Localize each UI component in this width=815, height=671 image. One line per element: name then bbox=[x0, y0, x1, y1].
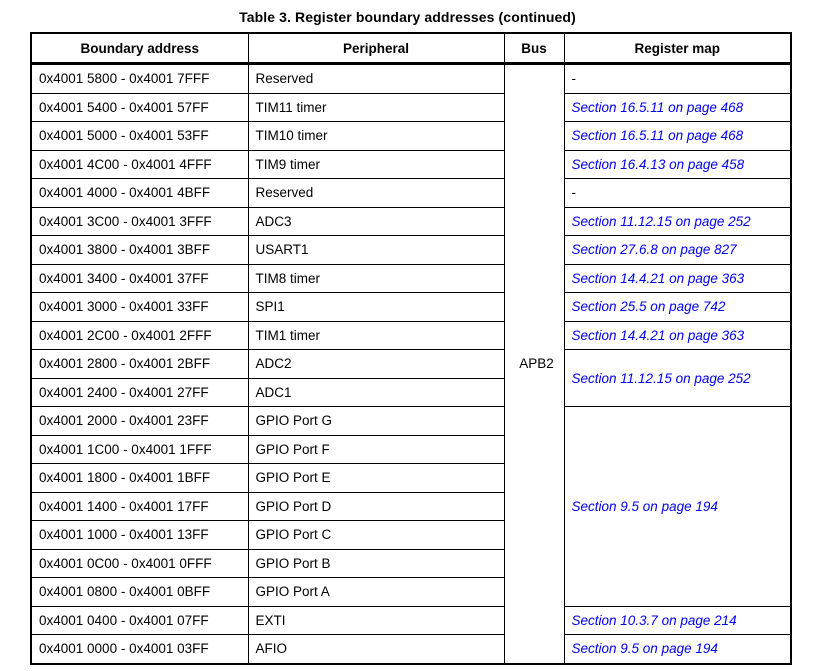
boundary-address-cell: 0x4001 4C00 - 0x4001 4FFF bbox=[30, 149, 249, 179]
header-boundary-address: Boundary address bbox=[30, 32, 249, 65]
register-map-link[interactable]: Section 9.5 on page 194 bbox=[563, 634, 792, 664]
register-map-link[interactable]: Section 11.12.15 on page 252 bbox=[563, 206, 792, 236]
table-row: 0x4001 1C00 - 0x4001 1FFF GPIO Port F bbox=[30, 434, 791, 464]
boundary-address-cell: 0x4001 0C00 - 0x4001 0FFF bbox=[30, 548, 249, 578]
table-row: 0x4001 0C00 - 0x4001 0FFF GPIO Port B bbox=[30, 548, 791, 578]
table-row: 0x4001 2400 - 0x4001 27FF ADC1 bbox=[30, 377, 791, 407]
register-map-link[interactable]: Section 10.3.7 on page 214 bbox=[563, 605, 792, 635]
register-map-cell: - bbox=[563, 178, 792, 208]
peripheral-cell: TIM10 timer bbox=[247, 121, 505, 151]
register-map-link[interactable]: Section 27.6.8 on page 827 bbox=[563, 235, 792, 265]
table-row: 0x4001 2000 - 0x4001 23FF GPIO Port G Sect… bbox=[30, 406, 792, 607]
table-row: 0x4001 0400 - 0x4001 07FF EXTI Section 10.… bbox=[30, 605, 792, 635]
peripheral-cell: GPIO Port E bbox=[247, 463, 505, 493]
boundary-address-cell: 0x4001 0800 - 0x4001 0BFF bbox=[30, 577, 249, 607]
register-map-link[interactable]: Section 16.5.11 on page 468 bbox=[563, 121, 792, 151]
peripheral-cell: TIM8 timer bbox=[247, 263, 505, 293]
boundary-address-cell: 0x4001 3800 - 0x4001 3BFF bbox=[30, 235, 249, 265]
table-row: 0x4001 3000 - 0x4001 33FF SPI1 Section 25.… bbox=[30, 292, 792, 322]
register-map-link[interactable]: Section 9.5 on page 194 bbox=[563, 406, 792, 607]
peripheral-cell: USART1 bbox=[247, 235, 505, 265]
peripheral-cell: EXTI bbox=[247, 605, 505, 635]
header-register-map: Register map bbox=[563, 32, 792, 65]
boundary-address-cell: 0x4001 4000 - 0x4001 4BFF bbox=[30, 178, 249, 208]
table-row: 0x4001 1800 - 0x4001 1BFF GPIO Port E bbox=[30, 463, 791, 493]
boundary-address-cell: 0x4001 1C00 - 0x4001 1FFF bbox=[30, 434, 249, 464]
register-map-link[interactable]: Section 25.5 on page 742 bbox=[563, 292, 792, 322]
table-row: 0x4001 3400 - 0x4001 37FF TIM8 timer Secti… bbox=[30, 263, 792, 293]
table-row: 0x4001 4C00 - 0x4001 4FFF TIM9 timer Secti… bbox=[30, 149, 792, 179]
boundary-address-cell: 0x4001 2000 - 0x4001 23FF bbox=[30, 406, 249, 436]
register-map-link[interactable]: Section 14.4.21 on page 363 bbox=[563, 320, 792, 350]
table-row: 0x4001 3C00 - 0x4001 3FFF ADC3 Section 11.… bbox=[30, 206, 792, 236]
boundary-address-cell: 0x4001 0400 - 0x4001 07FF bbox=[30, 605, 249, 635]
header-row: Boundary address Peripheral Bus Register… bbox=[30, 32, 792, 65]
boundary-address-cell: 0x4001 5800 - 0x4001 7FFF bbox=[30, 63, 249, 94]
peripheral-cell: Reserved bbox=[247, 178, 505, 208]
peripheral-cell: GPIO Port G bbox=[247, 406, 505, 436]
boundary-address-cell: 0x4001 1400 - 0x4001 17FF bbox=[30, 491, 249, 521]
table-title: Table 3. Register boundary addresses (co… bbox=[239, 9, 576, 25]
peripheral-cell: GPIO Port A bbox=[247, 577, 505, 607]
boundary-address-cell: 0x4001 3C00 - 0x4001 3FFF bbox=[30, 206, 249, 236]
table-row: 0x4001 5000 - 0x4001 53FF TIM10 timer Sect… bbox=[30, 121, 792, 151]
bus-cell: APB2 bbox=[503, 63, 565, 664]
boundary-address-cell: 0x4001 1800 - 0x4001 1BFF bbox=[30, 463, 249, 493]
boundary-address-cell: 0x4001 2400 - 0x4001 27FF bbox=[30, 377, 249, 407]
table-row: 0x4001 1000 - 0x4001 13FF GPIO Port C bbox=[30, 520, 791, 550]
peripheral-cell: Reserved bbox=[247, 63, 505, 94]
register-map-cell: - bbox=[563, 63, 792, 94]
peripheral-cell: ADC2 bbox=[247, 349, 505, 379]
peripheral-cell: TIM9 timer bbox=[247, 149, 505, 179]
peripheral-cell: TIM11 timer bbox=[247, 92, 505, 122]
boundary-address-cell: 0x4001 2C00 - 0x4001 2FFF bbox=[30, 320, 249, 350]
boundary-address-cell: 0x4001 2800 - 0x4001 2BFF bbox=[30, 349, 249, 379]
table-row: 0x4001 5800 - 0x4001 7FFF Reserved APB2- bbox=[30, 63, 792, 664]
table-body: 0x4001 5800 - 0x4001 7FFF Reserved APB2-0x… bbox=[30, 63, 792, 664]
peripheral-cell: GPIO Port C bbox=[247, 520, 505, 550]
peripheral-cell: GPIO Port D bbox=[247, 491, 505, 521]
register-map-link[interactable]: Section 14.4.21 on page 363 bbox=[563, 263, 792, 293]
table-row: 0x4001 1400 - 0x4001 17FF GPIO Port D bbox=[30, 491, 791, 521]
register-map-link[interactable]: Section 16.4.13 on page 458 bbox=[563, 149, 792, 179]
boundary-address-cell: 0x4001 3000 - 0x4001 33FF bbox=[30, 292, 249, 322]
boundary-address-cell: 0x4001 3400 - 0x4001 37FF bbox=[30, 263, 249, 293]
header-peripheral: Peripheral bbox=[247, 32, 505, 65]
table-row: 0x4001 2C00 - 0x4001 2FFF TIM1 timer Secti… bbox=[30, 320, 792, 350]
table-row: 0x4001 5400 - 0x4001 57FF TIM11 timer Sect… bbox=[30, 92, 792, 122]
peripheral-cell: SPI1 bbox=[247, 292, 505, 322]
table-row: 0x4001 0000 - 0x4001 03FF AFIO Section 9.5… bbox=[30, 634, 792, 664]
boundary-address-cell: 0x4001 5000 - 0x4001 53FF bbox=[30, 121, 249, 151]
table-row: 0x4001 0800 - 0x4001 0BFF GPIO Port A bbox=[30, 577, 791, 607]
table-row: 0x4001 3800 - 0x4001 3BFF USART1 Section 2… bbox=[30, 235, 792, 265]
peripheral-cell: TIM1 timer bbox=[247, 320, 505, 350]
register-map-link[interactable]: Section 11.12.15 on page 252 bbox=[563, 349, 792, 407]
peripheral-cell: GPIO Port F bbox=[247, 434, 505, 464]
peripheral-cell: GPIO Port B bbox=[247, 548, 505, 578]
boundary-address-cell: 0x4001 5400 - 0x4001 57FF bbox=[30, 92, 249, 122]
peripheral-cell: ADC3 bbox=[247, 206, 505, 236]
table-row: 0x4001 2800 - 0x4001 2BFF ADC2 Section 11.… bbox=[30, 349, 792, 407]
register-map-link[interactable]: Section 16.5.11 on page 468 bbox=[563, 92, 792, 122]
header-bus: Bus bbox=[503, 32, 565, 65]
boundary-address-cell: 0x4001 1000 - 0x4001 13FF bbox=[30, 520, 249, 550]
peripheral-cell: ADC1 bbox=[247, 377, 505, 407]
register-boundary-table: Boundary address Peripheral Bus Register… bbox=[30, 32, 792, 665]
peripheral-cell: AFIO bbox=[247, 634, 505, 664]
table-row: 0x4001 4000 - 0x4001 4BFF Reserved - bbox=[30, 178, 792, 208]
boundary-address-cell: 0x4001 0000 - 0x4001 03FF bbox=[30, 634, 249, 664]
